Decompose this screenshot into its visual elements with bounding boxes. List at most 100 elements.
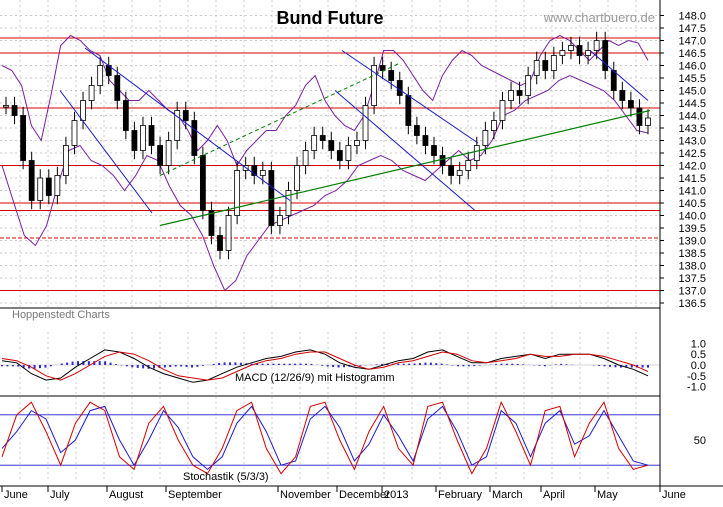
price-tick-label: 144.0 [678, 111, 706, 123]
price-tick-label: 140.0 [678, 211, 706, 223]
month-label: July [50, 489, 70, 501]
downtrend-channel-line [84, 47, 291, 201]
support-trendline-dashed [159, 62, 401, 176]
bollinger-upper-band [1, 34, 649, 167]
candle-body [45, 177, 52, 196]
candle-body [593, 40, 600, 51]
watermark: www.chartbuero.de [543, 10, 655, 25]
candle-body [3, 105, 9, 108]
price-tick-label: 139.0 [678, 236, 706, 248]
candle-body [28, 160, 35, 201]
candle-body [114, 75, 121, 101]
candle-body [140, 125, 146, 151]
candle-body [533, 60, 540, 76]
candle-body [71, 120, 78, 146]
price-tick-label: 143.0 [678, 136, 706, 148]
price-tick-label: 145.0 [678, 86, 706, 98]
source-label: Hoppenstedt Charts [12, 309, 110, 321]
price-tick-label: 142.5 [678, 148, 706, 160]
price-tick-label: 144.5 [678, 98, 706, 110]
bollinger-lower-band [1, 74, 649, 292]
price-tick-label: 138.0 [678, 261, 706, 273]
candle-body [319, 135, 326, 141]
month-label: September [168, 489, 222, 501]
price-tick-label: 139.5 [678, 223, 706, 235]
month-label: December [339, 489, 390, 501]
candle-body [259, 170, 266, 176]
candle-body [225, 215, 232, 251]
candle-body [576, 45, 583, 56]
price-tick-label: 137.5 [678, 273, 706, 285]
candle-body [491, 120, 497, 131]
chart-title: Bund Future [277, 8, 384, 28]
candle-body [645, 117, 651, 126]
stoch-label: Stochastik (5/3/3) [183, 471, 269, 483]
candle-body [627, 100, 634, 109]
candle-body [234, 170, 241, 216]
month-label: May [597, 489, 618, 501]
candle-body [482, 130, 489, 146]
price-tick-label: 138.5 [678, 248, 706, 260]
candle-body [602, 40, 609, 71]
candle-body [516, 90, 523, 96]
macd-tick-label: 0.5 [691, 349, 706, 361]
candle-body [191, 120, 198, 156]
candle-body [182, 110, 189, 121]
price-tick-label: 141.0 [678, 186, 706, 198]
month-label: June [4, 489, 28, 501]
month-label: June [662, 489, 686, 501]
downtrend-channel-line [341, 50, 479, 144]
candle-body [148, 125, 155, 146]
candle-body [550, 55, 557, 71]
candle-body [302, 150, 309, 166]
candle-body [465, 160, 472, 171]
macd-line [1, 349, 649, 383]
price-tick-label: 148.0 [678, 11, 706, 23]
month-label: April [543, 489, 565, 501]
candle-body [448, 165, 455, 176]
macd-tick-label: -0.5 [687, 371, 706, 383]
macd-tick-label: 1.0 [691, 338, 706, 350]
candle-body [473, 145, 480, 161]
price-tick-label: 137.0 [678, 286, 706, 298]
price-tick-label: 141.5 [678, 173, 706, 185]
candle-body [413, 125, 420, 136]
candle-body [97, 65, 104, 86]
candle-body [336, 150, 343, 161]
price-tick-label: 146.5 [678, 48, 706, 60]
macd-tick-label: 0.0 [691, 360, 706, 372]
candle-body [508, 90, 514, 101]
candle-body [217, 235, 223, 251]
candle-body [525, 75, 532, 96]
candle-body [499, 100, 506, 121]
candle-body [54, 175, 61, 196]
candle-body [559, 50, 566, 56]
candle-body [174, 110, 181, 141]
candle-body [311, 135, 318, 151]
macd-tick-label: -1.0 [687, 382, 706, 394]
candle-body [345, 145, 352, 161]
price-tick-label: 145.5 [678, 73, 706, 85]
candle-body [63, 145, 69, 176]
price-tick-label: 136.5 [678, 298, 706, 310]
candle-body [619, 90, 626, 101]
price-tick-label: 143.5 [678, 123, 706, 135]
candle-body [131, 130, 138, 151]
month-label: August [109, 489, 143, 501]
candle-body [37, 177, 44, 201]
month-label: 2013 [384, 489, 408, 501]
candle-body [431, 145, 437, 156]
candle-body [439, 155, 446, 166]
month-label: March [492, 489, 523, 501]
candle-body [11, 105, 18, 116]
candle-body [422, 135, 429, 146]
price-tick-label: 147.5 [678, 23, 706, 35]
candle-body [379, 65, 386, 71]
candle-body [165, 140, 172, 166]
stoch-tick-label: 50 [694, 435, 706, 447]
candle-body [610, 70, 617, 91]
stoch-k-line [1, 400, 649, 475]
price-tick-label: 147.0 [678, 36, 706, 48]
